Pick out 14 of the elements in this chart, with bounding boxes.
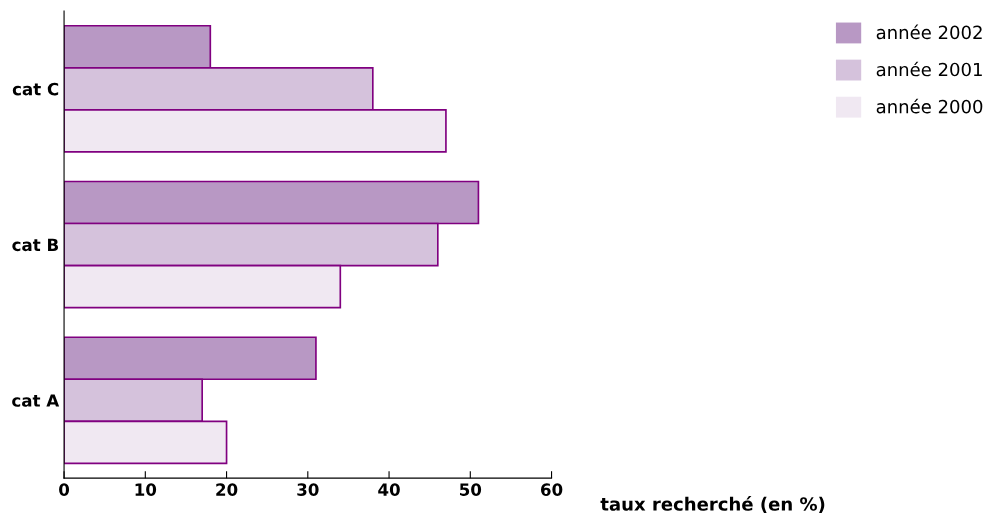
x-tick-label: 30 [297,483,319,496]
x-axis-title: taux recherché (en %) [600,496,825,513]
x-tick-label: 10 [135,483,157,496]
legend-label: année 2001 [876,61,982,77]
x-tick-label: 60 [540,483,563,496]
y-tick-label: cat B [12,238,59,252]
x-tick-label: 50 [459,483,482,496]
x-tick-label: 20 [216,483,238,496]
x-tick-label: 0 [59,483,70,496]
y-tick-label: cat A [12,394,60,407]
legend-label: année 2002 [876,24,982,40]
legend-label: année 2000 [876,98,983,114]
y-tick-label: cat C [12,82,59,96]
x-tick-label: 40 [378,483,400,496]
